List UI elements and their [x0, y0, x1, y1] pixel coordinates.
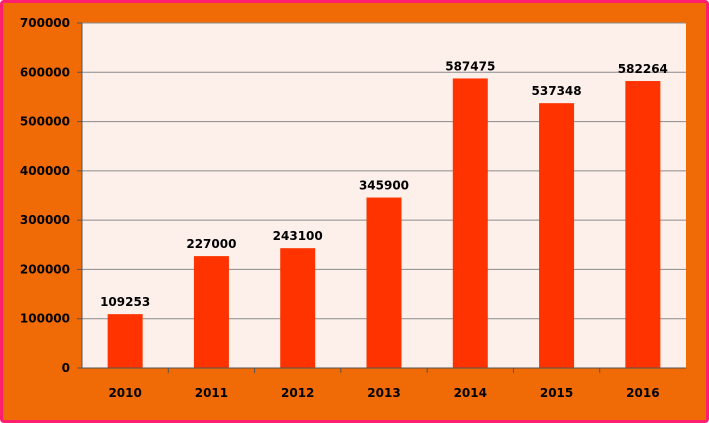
x-tick-label: 2012: [281, 386, 314, 400]
bars: 109253 227000 243100 345900 587475 537348 5822…: [100, 59, 668, 369]
x-tick-label: 2014: [454, 386, 487, 400]
data-label: 345900: [359, 179, 409, 193]
y-tick-label: 100000: [20, 312, 70, 326]
data-label: 582264: [618, 62, 668, 76]
data-label: 227000: [186, 237, 236, 251]
y-tick-label: 300000: [20, 213, 70, 227]
y-axis: 0 100000 200000 300000 400000 500000 600000 700…: [20, 16, 83, 375]
bar: [193, 256, 229, 368]
bar: [107, 314, 143, 368]
bar: [280, 248, 316, 368]
bar: [452, 78, 488, 369]
x-tick-label: 2015: [540, 386, 573, 400]
y-tick-label: 500000: [20, 115, 70, 129]
data-label: 537348: [532, 84, 582, 98]
bar: [366, 197, 402, 368]
x-tick-label: 2011: [195, 386, 228, 400]
data-label: 587475: [445, 59, 495, 73]
data-label: 243100: [273, 229, 323, 243]
y-tick-label: 600000: [20, 65, 70, 79]
bar: [539, 103, 575, 369]
x-tick-label: 2013: [367, 386, 400, 400]
x-tick-label: 2010: [108, 386, 141, 400]
x-tick-label: 2016: [626, 386, 659, 400]
y-tick-label: 400000: [20, 164, 70, 178]
y-tick-label: 700000: [20, 16, 70, 30]
data-label: 109253: [100, 295, 150, 309]
y-tick-label: 0: [62, 361, 70, 375]
y-tick-label: 200000: [20, 262, 70, 276]
x-axis: 2010 2011 2012 2013 2014 2015 2016: [82, 367, 686, 400]
bar: [625, 81, 661, 368]
